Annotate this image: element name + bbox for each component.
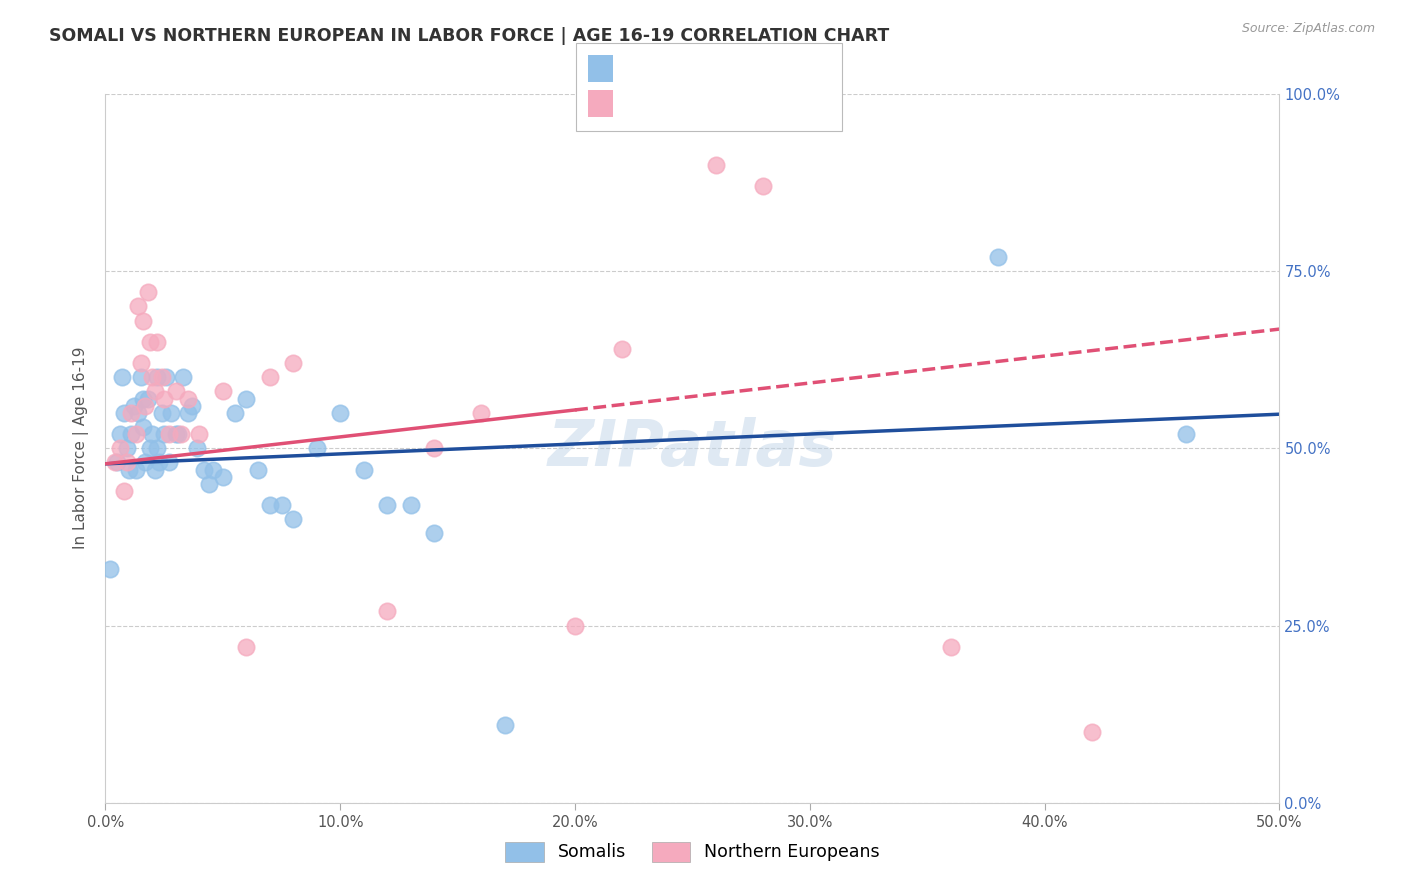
Point — [224, 406, 246, 420]
Point — [157, 455, 180, 469]
Text: R = 0.091   N = 36: R = 0.091 N = 36 — [621, 94, 806, 112]
Point — [186, 442, 208, 456]
Text: SOMALI VS NORTHERN EUROPEAN IN LABOR FORCE | AGE 16-19 CORRELATION CHART: SOMALI VS NORTHERN EUROPEAN IN LABOR FOR… — [49, 27, 890, 45]
Point — [247, 462, 270, 476]
Point — [235, 392, 257, 406]
Point — [259, 370, 281, 384]
Point — [134, 455, 156, 469]
Point — [150, 406, 173, 420]
Point — [470, 406, 492, 420]
Text: R = 0.097   N = 52: R = 0.097 N = 52 — [621, 60, 806, 78]
Point — [658, 108, 681, 122]
Point — [146, 442, 169, 456]
Point — [375, 604, 398, 618]
Point — [167, 427, 190, 442]
Point — [134, 399, 156, 413]
Point — [148, 455, 170, 469]
Point — [259, 498, 281, 512]
Point — [120, 427, 142, 442]
Point — [610, 342, 633, 356]
Point — [112, 406, 135, 420]
Point — [141, 370, 163, 384]
Y-axis label: In Labor Force | Age 16-19: In Labor Force | Age 16-19 — [73, 347, 90, 549]
Point — [939, 640, 962, 654]
Point — [153, 427, 176, 442]
Point — [160, 406, 183, 420]
Point — [132, 420, 155, 434]
Point — [188, 427, 211, 442]
Point — [111, 370, 134, 384]
Point — [172, 370, 194, 384]
Point — [1080, 724, 1102, 739]
Point — [108, 427, 131, 442]
Point — [153, 392, 176, 406]
Point — [329, 406, 352, 420]
Point — [112, 483, 135, 498]
Point — [193, 462, 215, 476]
Point — [423, 442, 446, 456]
Point — [181, 399, 204, 413]
Point — [127, 300, 149, 314]
Point — [105, 455, 128, 469]
Point — [157, 427, 180, 442]
Point — [423, 526, 446, 541]
Point — [202, 462, 225, 476]
Point — [146, 334, 169, 349]
Point — [211, 469, 233, 483]
Point — [139, 442, 162, 456]
Point — [375, 498, 398, 512]
Point — [150, 370, 173, 384]
Point — [127, 406, 149, 420]
Point — [132, 392, 155, 406]
Point — [165, 384, 187, 399]
Point — [141, 427, 163, 442]
Point — [139, 334, 162, 349]
Point — [108, 442, 131, 456]
Point — [283, 356, 305, 370]
Point — [129, 370, 152, 384]
Point — [704, 158, 727, 172]
Point — [283, 512, 305, 526]
Point — [1174, 427, 1197, 442]
Point — [176, 392, 198, 406]
Point — [494, 718, 516, 732]
Point — [125, 427, 148, 442]
Text: Source: ZipAtlas.com: Source: ZipAtlas.com — [1241, 22, 1375, 36]
Point — [122, 399, 145, 413]
Point — [176, 406, 198, 420]
Point — [169, 427, 191, 442]
Point — [211, 384, 233, 399]
Point — [987, 250, 1010, 264]
Point — [353, 462, 375, 476]
Point — [98, 562, 121, 576]
Point — [115, 455, 138, 469]
Point — [270, 498, 292, 512]
Point — [155, 370, 177, 384]
Point — [115, 442, 138, 456]
Point — [165, 427, 187, 442]
Legend: Somalis, Northern Europeans: Somalis, Northern Europeans — [499, 835, 886, 869]
Text: ZIPatlas: ZIPatlas — [548, 417, 837, 479]
Point — [129, 356, 152, 370]
Point — [125, 462, 148, 476]
Point — [146, 370, 169, 384]
Point — [118, 462, 141, 476]
Point — [120, 406, 142, 420]
Point — [235, 640, 257, 654]
Point — [136, 392, 159, 406]
Point — [197, 476, 219, 491]
Point — [399, 498, 422, 512]
Point — [143, 462, 166, 476]
Point — [305, 442, 328, 456]
Point — [132, 313, 155, 327]
Point — [104, 455, 127, 469]
Point — [143, 384, 166, 399]
Point — [564, 618, 586, 632]
Point — [752, 178, 775, 193]
Point — [136, 285, 159, 300]
